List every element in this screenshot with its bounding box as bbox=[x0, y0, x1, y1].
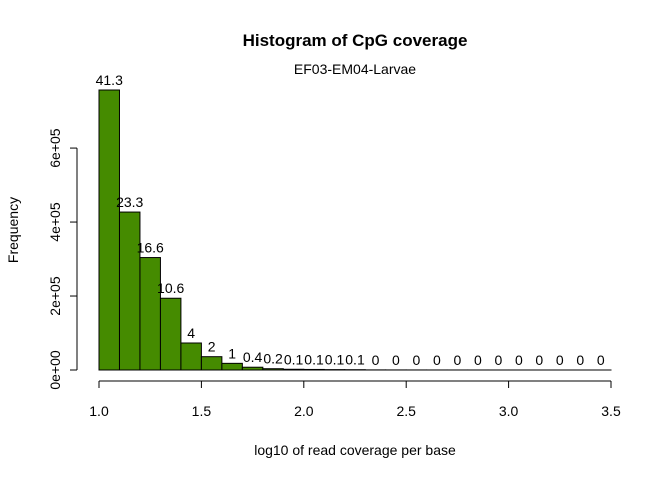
bar-percent-label: 41.3 bbox=[96, 72, 123, 88]
chart-title: Histogram of CpG coverage bbox=[243, 31, 468, 50]
bar-percent-label: 0 bbox=[392, 352, 400, 368]
bar-percent-label: 0 bbox=[433, 352, 441, 368]
bar-percent-label: 0.1 bbox=[284, 351, 304, 367]
y-tick-label: 6e+05 bbox=[47, 128, 63, 168]
x-axis-label: log10 of read coverage per base bbox=[254, 442, 456, 458]
bar-percent-label: 0 bbox=[576, 352, 584, 368]
bars-group bbox=[98, 89, 612, 371]
bar-percent-label: 16.6 bbox=[137, 240, 164, 256]
bar-percent-label: 0 bbox=[413, 352, 421, 368]
data-labels-group: 41.323.316.610.642 1 0.4 0.2 0.1 0.1 0.1 0.1 0 0 0… bbox=[96, 72, 605, 368]
histogram-bar bbox=[262, 368, 284, 371]
histogram-bar bbox=[282, 368, 305, 371]
x-tick-label: 1.5 bbox=[192, 403, 212, 419]
histogram-bar bbox=[241, 366, 264, 371]
x-tick-label: 3.0 bbox=[499, 403, 519, 419]
bar-percent-label: 4 bbox=[187, 325, 195, 341]
bar-percent-label: 23.3 bbox=[116, 194, 143, 210]
x-tick-label: 1.0 bbox=[89, 403, 109, 419]
bar-percent-label: 0.1 bbox=[325, 352, 345, 368]
histogram-bar bbox=[303, 368, 325, 371]
bar-percent-label: 0 bbox=[515, 352, 523, 368]
y-axis-label: Frequency bbox=[5, 197, 21, 263]
histogram-bar bbox=[139, 257, 161, 371]
x-axis: 1.0 1.5 2.0 2.5 3.0 3.5 bbox=[89, 380, 621, 419]
histogram-bar bbox=[200, 356, 223, 371]
bar-percent-label: 0.4 bbox=[243, 349, 263, 365]
bar-percent-label: 0 bbox=[474, 352, 482, 368]
histogram-bar bbox=[180, 342, 202, 371]
y-tick-label: 2e+05 bbox=[47, 276, 63, 316]
x-tick-label: 2.5 bbox=[396, 403, 416, 419]
x-tick-label: 2.0 bbox=[294, 403, 314, 419]
histogram-bar bbox=[118, 211, 141, 371]
bar-percent-label: 0.1 bbox=[304, 351, 324, 367]
bar-percent-label: 0.1 bbox=[345, 352, 365, 368]
bar-percent-label: 0 bbox=[556, 352, 564, 368]
histogram-bar bbox=[159, 297, 182, 371]
x-tick-label: 3.5 bbox=[601, 403, 621, 419]
bar-percent-label: 10.6 bbox=[157, 280, 184, 296]
bar-percent-label: 0 bbox=[454, 352, 462, 368]
y-tick-label: 0e+00 bbox=[47, 350, 63, 390]
bar-percent-label: 1 bbox=[228, 345, 236, 361]
bar-percent-label: 0 bbox=[597, 352, 605, 368]
bar-percent-label: 0 bbox=[494, 352, 502, 368]
bar-percent-label: 2 bbox=[208, 339, 216, 355]
histogram-bar bbox=[98, 89, 120, 371]
bar-percent-label: 0 bbox=[535, 352, 543, 368]
y-axis: 0e+00 2e+05 4e+05 6e+05 bbox=[47, 128, 78, 390]
y-tick-label: 4e+05 bbox=[47, 202, 63, 242]
histogram-bar bbox=[221, 362, 243, 371]
chart-subtitle: EF03-EM04-Larvae bbox=[294, 61, 416, 77]
bar-percent-label: 0.2 bbox=[263, 351, 283, 367]
bar-percent-label: 0 bbox=[372, 352, 380, 368]
